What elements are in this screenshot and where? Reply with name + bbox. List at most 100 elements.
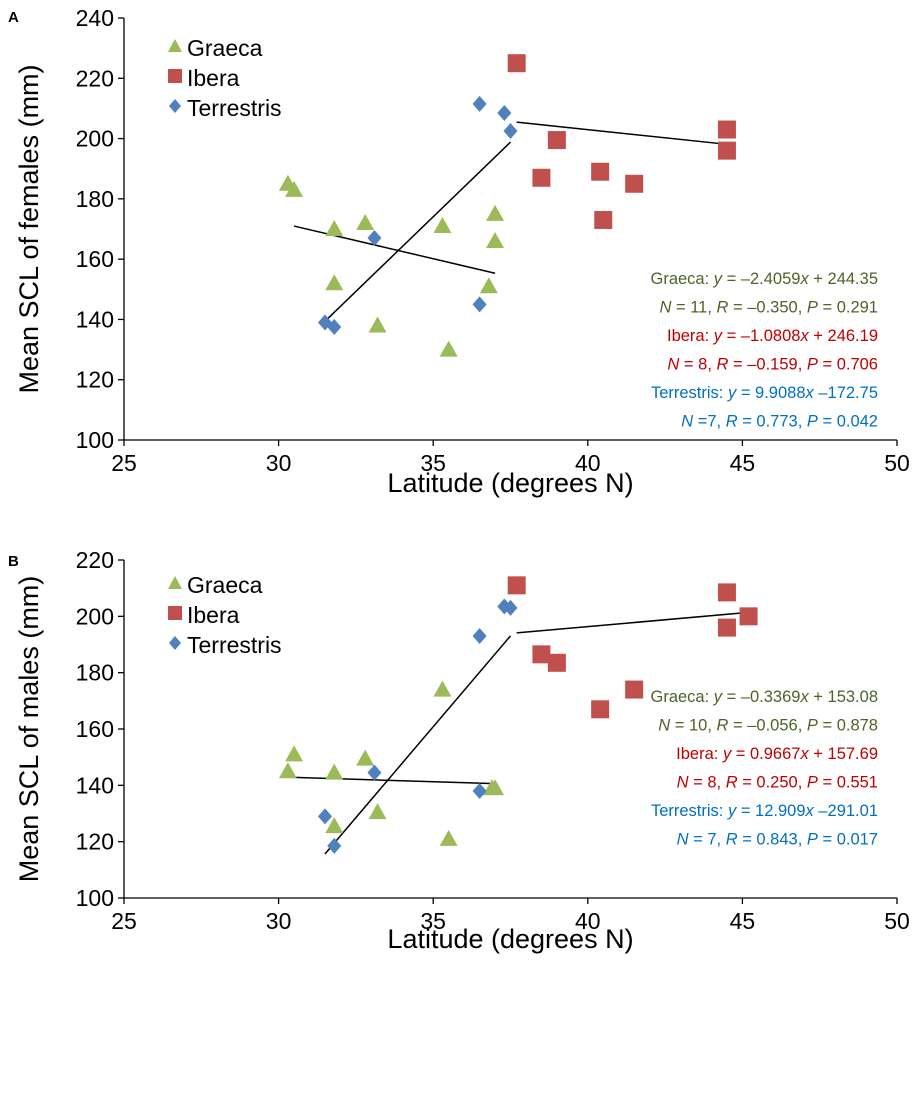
stats-ibera-line-2: N = 8, R = –0.159, P = 0.706 (667, 356, 878, 374)
y-tick-label: 180 (76, 660, 114, 686)
stats-fragment: R (726, 413, 738, 431)
data-point-graeca (285, 745, 304, 762)
stats-fragment: R (717, 717, 729, 735)
data-point-graeca (278, 762, 297, 779)
data-point-graeca (356, 213, 375, 230)
fit-line-ibera (516, 121, 728, 146)
x-tick-label: 50 (884, 450, 910, 476)
legend-label-terrestris: Terrestris (187, 95, 282, 121)
series-ibera (507, 576, 758, 719)
data-point-graeca (368, 803, 387, 820)
x-tick-label: 30 (266, 450, 292, 476)
data-point-ibera (591, 700, 610, 719)
legend: Graeca Ibera Terrestris (168, 572, 282, 658)
x-axis-title: Latitude (degrees N) (387, 468, 633, 498)
x-tick-label: 45 (730, 908, 756, 934)
data-point-ibera (507, 576, 526, 595)
stats-fragment: R (726, 831, 738, 849)
stats-fragment: P (807, 831, 818, 849)
stats-fragment: N (658, 717, 670, 735)
stats-fragment: + 244.35 (809, 270, 878, 288)
data-point-ibera (717, 583, 736, 602)
stats-terrestris-line-1: Terrestris: y = 9.9088x –172.75 (651, 384, 878, 402)
x-axis-title: Latitude (degrees N) (387, 924, 633, 954)
legend-label-ibera: Ibera (187, 602, 240, 628)
stats-fragment: y (727, 802, 738, 820)
stats-fragment: R (726, 774, 738, 792)
legend-label-graeca: Graeca (187, 35, 263, 61)
x-tick-label: 30 (266, 908, 292, 934)
stats-fragment: = –0.159, (728, 356, 806, 374)
stats-fragment: Terrestris: (651, 802, 728, 820)
stats-fragment: y (713, 270, 724, 288)
stats-fragment: + 157.69 (809, 745, 878, 763)
x-tick-label: 35 (420, 450, 446, 476)
x-tick-label: 40 (575, 908, 601, 934)
data-point-graeca (486, 204, 505, 221)
stats-graeca-line-1: Graeca: y = –0.3369x + 153.08 (650, 688, 878, 706)
data-point-terrestris (472, 296, 487, 313)
legend-label-terrestris: Terrestris (187, 632, 282, 658)
data-point-ibera (625, 680, 644, 699)
data-point-terrestris (503, 599, 518, 616)
stats-fragment: = 10, (670, 717, 716, 735)
chart-panel-a: A 100 120 140 160 180 200 220 240 25 30 35 40 45 50 Lat… (8, 5, 910, 498)
x-tick-label: 45 (730, 450, 756, 476)
stats-fragment: = 8, (679, 356, 716, 374)
stats-fragment: Ibera: (676, 745, 723, 763)
y-tick-label: 240 (76, 5, 114, 31)
y-tick-label: 220 (76, 547, 114, 573)
series-graeca (278, 174, 505, 357)
y-axis-title: Mean SCL of females (mm) (14, 64, 44, 393)
stats-fragment: –291.01 (814, 802, 878, 820)
stats-fragment: P (807, 717, 818, 735)
stats-fragment: x (805, 384, 815, 402)
series-terrestris (317, 598, 518, 854)
data-point-ibera (547, 653, 566, 672)
data-point-graeca (285, 180, 304, 197)
fit-line-terrestris (324, 635, 512, 855)
series-terrestris (317, 95, 518, 335)
panel-label: B (8, 553, 19, 570)
stats-ibera-line-1: Ibera: y = –1.0808x + 246.19 (667, 327, 878, 345)
stats-fragment: = –0.3369 (722, 688, 800, 706)
y-tick-label: 160 (76, 716, 114, 742)
stats-fragment: y (713, 327, 724, 345)
stats-fragment: = 0.551 (818, 774, 878, 792)
y-axis-title: Mean SCL of males (mm) (14, 576, 44, 883)
stats-ibera-line-1: Ibera: y = 0.9667x + 157.69 (676, 745, 878, 763)
legend-marker-graeca (168, 39, 182, 52)
data-point-graeca (486, 779, 505, 796)
data-point-terrestris (367, 764, 382, 781)
data-point-terrestris (472, 95, 487, 112)
data-point-ibera (507, 54, 526, 73)
stats-fragment: x (799, 270, 809, 288)
stats-fragment: = 0.250, (738, 774, 807, 792)
data-point-graeca (368, 316, 387, 333)
stats-fragment: x (805, 802, 815, 820)
fit-line-terrestris (324, 141, 512, 322)
stats-fragment: = 0.042 (818, 413, 878, 431)
x-tick-label: 25 (111, 908, 137, 934)
y-tick-label: 220 (76, 65, 114, 91)
legend-label-graeca: Graeca (187, 572, 263, 598)
legend-marker-graeca (168, 576, 182, 589)
data-point-terrestris (472, 782, 487, 799)
x-tick-label: 40 (575, 450, 601, 476)
legend-label-ibera: Ibera (187, 65, 240, 91)
data-point-graeca (439, 340, 458, 357)
data-point-ibera (717, 141, 736, 160)
data-point-terrestris (367, 230, 382, 247)
panel-label: A (8, 9, 19, 26)
data-point-ibera (717, 120, 736, 139)
stats-terrestris-line-1: Terrestris: y = 12.909x –291.01 (651, 802, 878, 820)
data-point-ibera (717, 618, 736, 637)
stats-fragment: = 0.843, (738, 831, 807, 849)
stats-fragment: = 0.773, (738, 413, 807, 431)
data-point-ibera (591, 162, 610, 181)
legend: Graeca Ibera Terrestris (168, 35, 282, 121)
stats-fragment: N (681, 413, 693, 431)
stats-fragment: Ibera: (667, 327, 714, 345)
stats-fragment: y (722, 745, 733, 763)
